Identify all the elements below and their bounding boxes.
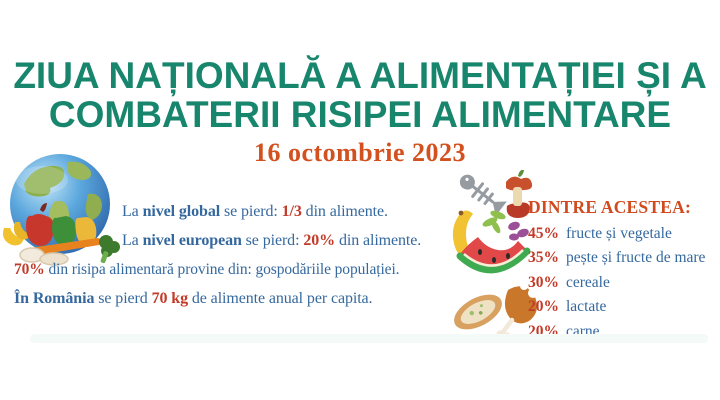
stat-text: În România xyxy=(14,290,95,307)
footer-divider xyxy=(30,334,708,343)
stat-households: 70% din risipa alimentară provine din: g… xyxy=(14,261,400,279)
stat-text: de alimente anual per capita. xyxy=(187,290,373,307)
stat-romania: În România se pierd 70 kg de alimente an… xyxy=(14,290,373,308)
stat-text: nivel european xyxy=(142,232,242,249)
title-line-2: COMBATERII RISIPEI ALIMENTARE xyxy=(48,94,672,135)
breakdown-value: 20% xyxy=(528,298,559,316)
breakdown-item: 20% lactate xyxy=(528,295,705,319)
food-waste-icon xyxy=(448,169,540,340)
breakdown-item: 35% pește și fructe de mare xyxy=(528,246,705,270)
stat-text: din alimente. xyxy=(301,203,388,220)
waste-breakdown: DINTRE ACESTEA: 45% fructe și vegetale 35… xyxy=(528,197,705,344)
breakdown-item: 30% cereale xyxy=(528,271,705,295)
breakdown-heading: DINTRE ACESTEA: xyxy=(528,197,691,217)
stat-text: din alimente. xyxy=(335,232,422,249)
stat-text: nivel global xyxy=(142,203,221,220)
stat-text: La xyxy=(122,203,143,220)
stat-value: 1/3 xyxy=(281,203,302,220)
title-line-1: ZIUA NAȚIONALĂ A ALIMENTAȚIEI ȘI A xyxy=(13,55,707,96)
stat-text: din risipa alimentară provine din: gospo… xyxy=(44,261,400,278)
breakdown-value: 45% xyxy=(528,225,559,242)
breakdown-value: 30% xyxy=(528,273,559,291)
stat-value: 20% xyxy=(303,232,336,249)
page-title: ZIUA NAȚIONALĂ A ALIMENTAȚIEI ȘI A COMBA… xyxy=(0,56,720,134)
stat-text: se pierd: xyxy=(220,203,282,220)
breakdown-label: pește și fructe de mare xyxy=(566,249,706,267)
stat-european: La nivel european se pierd: 20% din alim… xyxy=(122,232,421,250)
stat-text: La xyxy=(122,232,143,249)
breakdown-label: fructe și vegetale xyxy=(566,225,672,242)
stat-value: 70 kg xyxy=(151,290,189,307)
earth-globe-vegetables-icon xyxy=(2,150,122,270)
stat-text: se pierd: xyxy=(241,232,304,249)
stat-text: se pierd xyxy=(94,290,152,307)
stat-global: La nivel global se pierd: 1/3 din alimen… xyxy=(122,203,388,221)
breakdown-label: lactate xyxy=(566,298,607,316)
breakdown-label: cereale xyxy=(566,273,610,291)
breakdown-value: 35% xyxy=(528,249,559,267)
breakdown-list: 45% fructe și vegetale 35% pește și fructe… xyxy=(528,222,705,344)
stat-value: 70% xyxy=(14,261,45,278)
event-date: 16 octombrie 2023 xyxy=(253,138,467,167)
breakdown-item: 45% fructe și vegetale xyxy=(528,222,705,246)
